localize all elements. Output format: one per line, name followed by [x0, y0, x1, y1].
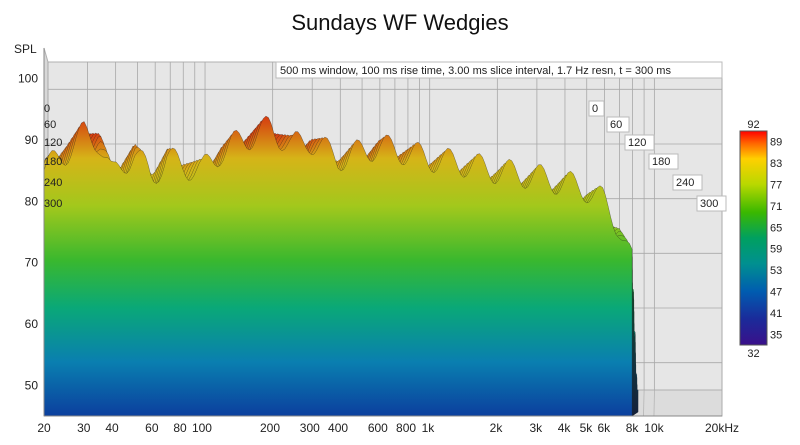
colorbar-tick-label: 32 — [747, 348, 759, 360]
time-label-left: 240 — [44, 177, 62, 189]
colorbar-tick-label: 41 — [770, 308, 782, 320]
time-label-right: 60 — [610, 119, 622, 131]
x-tick-label: 200 — [260, 421, 280, 435]
chart-title: Sundays WF Wedgies — [291, 10, 508, 35]
y-tick-label: 50 — [25, 378, 39, 392]
colorbar-tick-label: 71 — [770, 201, 782, 213]
x-tick-label: 40 — [105, 421, 119, 435]
x-tick-label: 20kHz — [705, 421, 739, 435]
color-scale: 92 89 83 77 71 65 59 53 47 41 35 32 — [740, 119, 782, 360]
x-tick-label: 300 — [300, 421, 320, 435]
x-tick-label: 5k — [580, 421, 594, 435]
colorbar-tick-label: 59 — [770, 244, 782, 256]
x-tick-label: 1k — [422, 421, 436, 435]
time-label-right: 120 — [628, 137, 646, 149]
y-tick-label: 70 — [25, 256, 39, 270]
x-tick-label: 6k — [597, 421, 611, 435]
time-label-right: 0 — [592, 103, 598, 115]
colorbar-tick-label: 83 — [770, 158, 782, 170]
x-tick-label: 2k — [490, 421, 504, 435]
x-tick-label: 80 — [173, 421, 187, 435]
x-tick-label: 800 — [396, 421, 416, 435]
x-tick-label: 8k — [626, 421, 640, 435]
time-label-left: 120 — [44, 137, 62, 149]
colorbar-tick-label: 89 — [770, 137, 782, 149]
time-label-left: 300 — [44, 198, 62, 210]
time-label-left: 0 — [44, 103, 50, 115]
x-tick-label: 3k — [529, 421, 543, 435]
y-tick-label: 80 — [25, 194, 39, 208]
colorbar-tick-label: 92 — [747, 119, 759, 131]
y-tick-label: 100 — [18, 72, 38, 86]
annotation-box: 500 ms window, 100 ms rise time, 3.00 ms… — [276, 62, 722, 78]
x-tick-label: 100 — [192, 421, 212, 435]
x-tick-label: 10k — [644, 421, 664, 435]
y-axis-label: SPL — [14, 42, 37, 56]
x-tick-label: 400 — [328, 421, 348, 435]
time-label-right: 240 — [676, 177, 694, 189]
x-tick-label: 60 — [145, 421, 159, 435]
x-tick-label: 20 — [37, 421, 51, 435]
x-tick-label: 30 — [77, 421, 91, 435]
time-label-left: 60 — [44, 119, 56, 131]
y-tick-label: 90 — [25, 133, 39, 147]
colorbar-scale — [740, 131, 767, 345]
y-tick-label: 60 — [25, 317, 39, 331]
colorbar-tick-label: 77 — [770, 180, 782, 192]
time-label-right: 300 — [700, 198, 718, 210]
y-axis-ticks: 50 60 70 80 90 100 — [18, 72, 38, 393]
x-tick-label: 600 — [368, 421, 388, 435]
colorbar-tick-label: 65 — [770, 222, 782, 234]
x-tick-label: 4k — [558, 421, 572, 435]
annotation-text: 500 ms window, 100 ms rise time, 3.00 ms… — [280, 65, 671, 77]
colorbar-tick-label: 53 — [770, 265, 782, 277]
time-label-right: 180 — [652, 156, 670, 168]
colorbar-tick-label: 47 — [770, 287, 782, 299]
time-label-left: 180 — [44, 156, 62, 168]
colorbar-tick-label: 35 — [770, 329, 782, 341]
